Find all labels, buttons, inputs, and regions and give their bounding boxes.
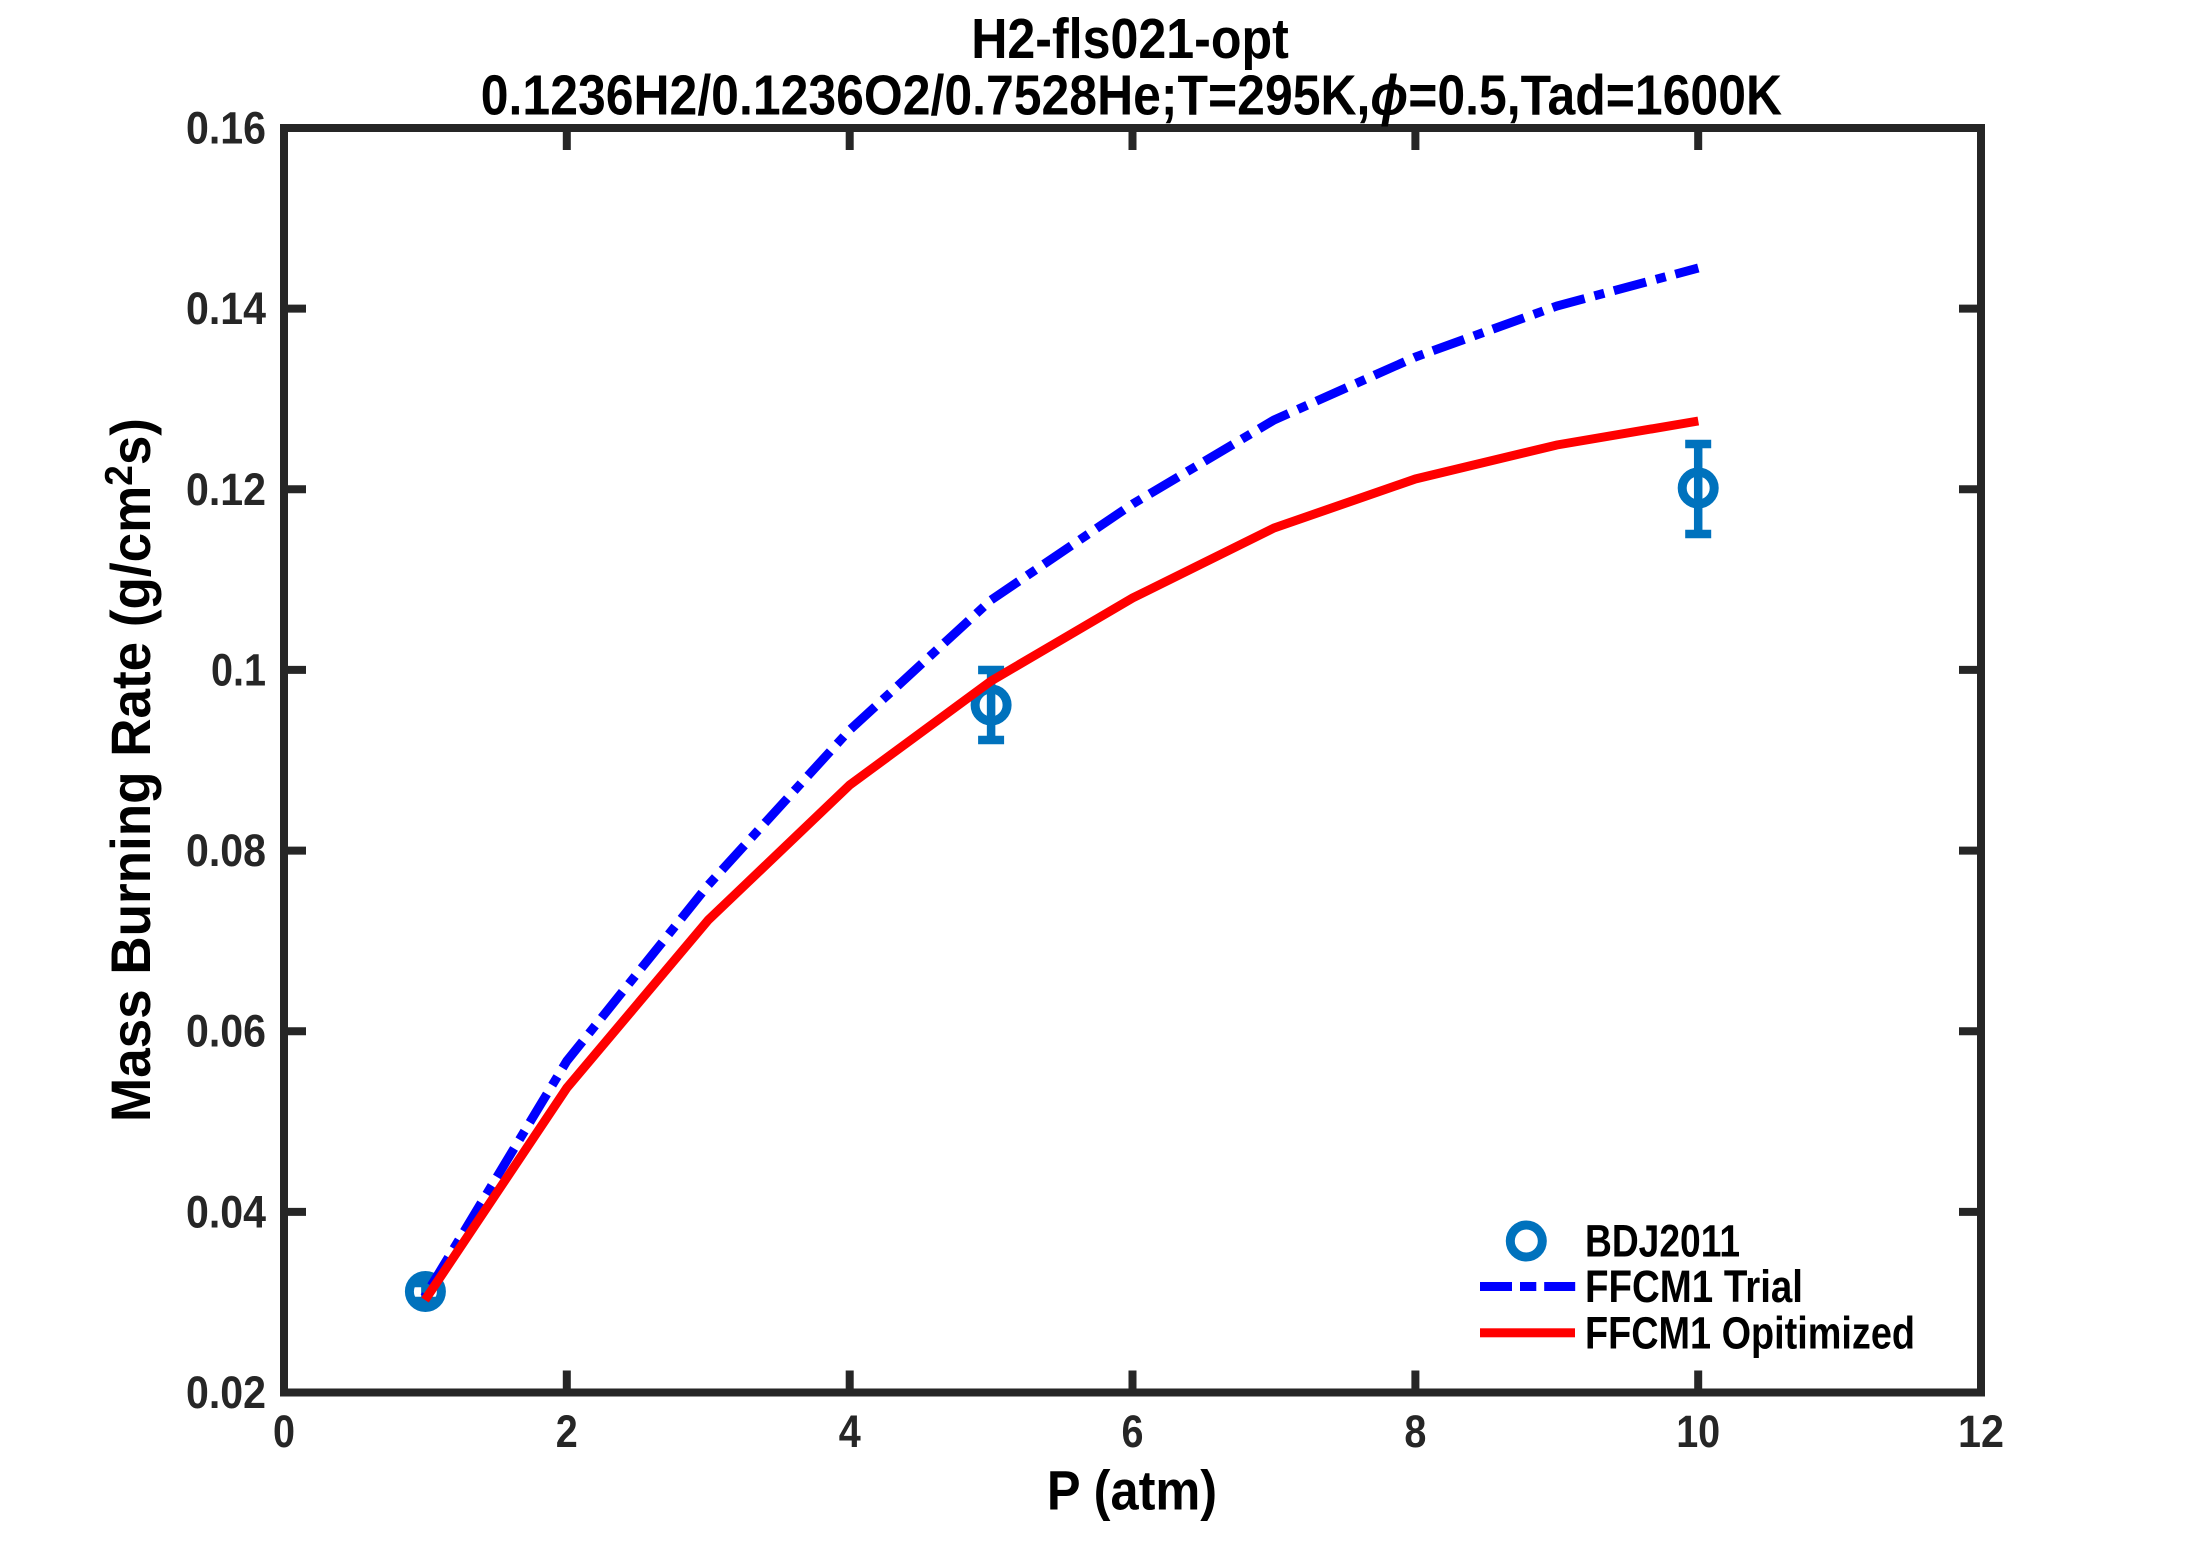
- svg-text:0.06: 0.06: [186, 1006, 266, 1057]
- svg-text:0.1: 0.1: [211, 644, 266, 695]
- svg-text:H2-fls021-opt: H2-fls021-opt: [971, 7, 1289, 71]
- svg-text:0: 0: [273, 1406, 295, 1457]
- svg-text:4: 4: [839, 1406, 861, 1457]
- svg-text:0.04: 0.04: [186, 1186, 266, 1237]
- svg-text:FFCM1 Trial: FFCM1 Trial: [1585, 1261, 1803, 1312]
- svg-text:0.12: 0.12: [186, 464, 266, 515]
- svg-text:0.16: 0.16: [186, 103, 266, 154]
- svg-text:0.08: 0.08: [186, 825, 266, 876]
- svg-text:8: 8: [1404, 1406, 1426, 1457]
- svg-text:12: 12: [1958, 1406, 2004, 1457]
- svg-text:Mass Burning Rate (g/cm2s): Mass Burning Rate (g/cm2s): [98, 418, 162, 1122]
- svg-text:6: 6: [1122, 1406, 1144, 1457]
- svg-text:2: 2: [556, 1406, 578, 1457]
- svg-text:0.02: 0.02: [186, 1367, 266, 1418]
- svg-text:P (atm): P (atm): [1047, 1460, 1217, 1522]
- svg-text:FFCM1 Opitimized: FFCM1 Opitimized: [1585, 1307, 1915, 1358]
- svg-text:10: 10: [1676, 1406, 1720, 1457]
- svg-text:BDJ2011: BDJ2011: [1585, 1216, 1740, 1267]
- svg-text:0.14: 0.14: [186, 283, 266, 334]
- svg-text:0.1236H2/0.1236O2/0.7528He;T=2: 0.1236H2/0.1236O2/0.7528He;T=295K,ϕ=0.5,…: [481, 63, 1783, 127]
